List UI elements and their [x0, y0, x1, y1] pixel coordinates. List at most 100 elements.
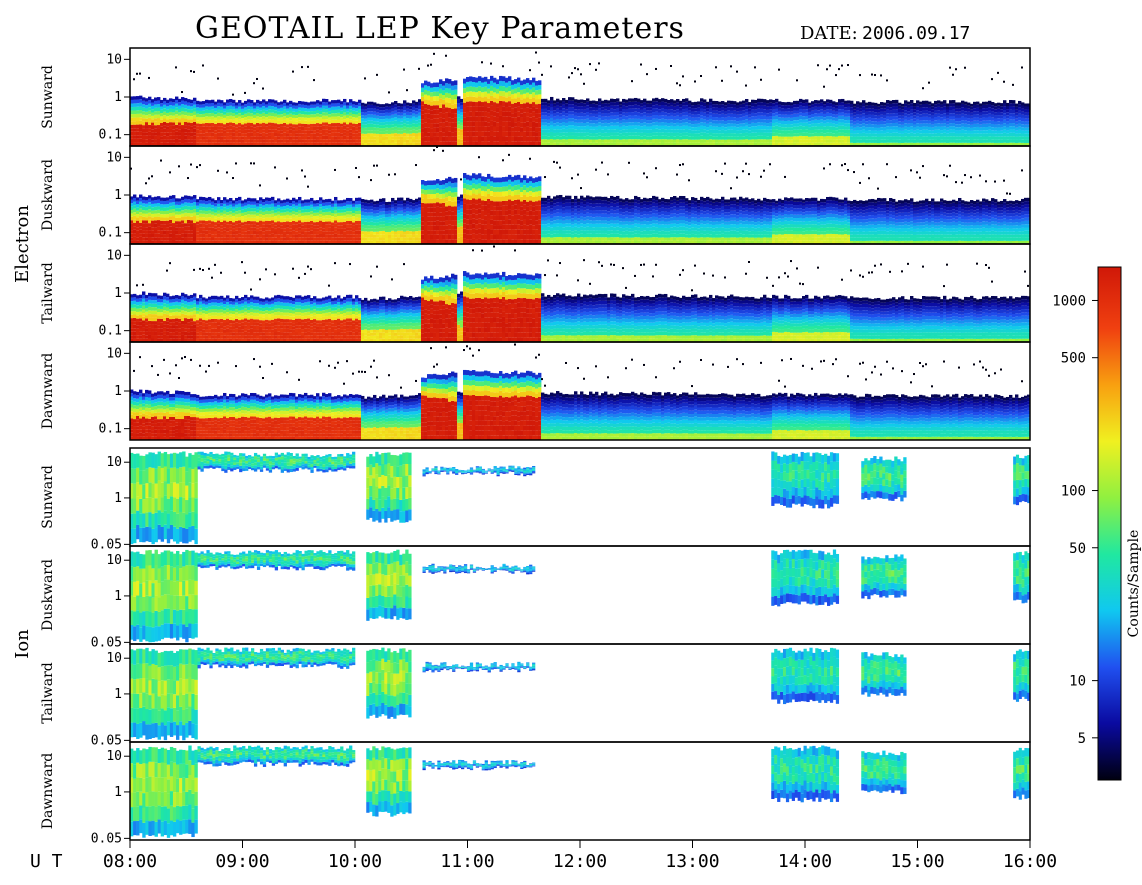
spectrogram-cell [334, 107, 337, 110]
spectrogram-cell [496, 117, 499, 122]
spectrogram-cell [562, 139, 565, 142]
spectrogram-cell [157, 237, 160, 240]
spectrogram-cell [205, 110, 208, 113]
spectrogram-cell [772, 113, 775, 116]
spectrogram-cell [364, 134, 367, 137]
spectrogram-cell [571, 111, 574, 114]
spectrogram-cell [166, 221, 169, 224]
spectrogram-cell [427, 132, 430, 137]
spectrogram-cell [700, 132, 703, 135]
spectrogram-cell [214, 200, 217, 203]
spectrogram-cell [190, 100, 193, 103]
spectrogram-cell [217, 200, 220, 203]
spectrogram-cell [196, 114, 199, 117]
spectrogram-cell [748, 140, 751, 143]
spectrogram-cell [772, 123, 775, 126]
spectrogram-cell [832, 133, 835, 136]
spectrogram-cell [265, 221, 268, 224]
spectrogram-cell [985, 140, 988, 143]
spectrogram-cell [997, 140, 1000, 143]
spectrogram-cell [832, 117, 835, 120]
spectrogram-cell [391, 109, 394, 112]
spectrogram-cell [274, 107, 277, 110]
spectrogram-cell [460, 109, 463, 112]
spectrogram-cell [418, 99, 421, 102]
spectrogram-cell [217, 129, 220, 132]
spectrogram-cell [706, 137, 709, 140]
spectrogram-cell [229, 136, 232, 139]
spectrogram-cell [274, 104, 277, 107]
sparse-count-dot [922, 87, 924, 89]
spectrogram-cell [532, 112, 535, 117]
spectrogram-cell [640, 136, 643, 139]
spectrogram-cell [712, 114, 715, 117]
spectrogram-cell [460, 102, 463, 105]
spectrogram-cell [190, 113, 193, 116]
spectrogram-cell [754, 130, 757, 133]
spectrogram-cell [628, 139, 631, 142]
spectrogram-cell [361, 118, 364, 121]
spectrogram-cell [631, 109, 634, 112]
spectrogram-cell [673, 100, 676, 103]
sparse-count-dot [745, 85, 747, 87]
spectrogram-cell [670, 106, 673, 109]
spectrogram-cell [688, 127, 691, 130]
spectrogram-cell [853, 104, 856, 107]
spectrogram-cell [1003, 120, 1006, 123]
spectrogram-cell [274, 126, 277, 129]
spectrogram-cell [172, 209, 175, 212]
spectrogram-cell [520, 137, 523, 142]
spectrogram-cell [1000, 134, 1003, 137]
spectrogram-cell [433, 137, 436, 142]
spectrogram-cell [928, 102, 931, 105]
spectrogram-cell [643, 116, 646, 119]
spectrogram-cell [982, 108, 985, 111]
spectrogram-cell [481, 126, 484, 131]
spectrogram-cell [940, 124, 943, 127]
spectrogram-cell [565, 113, 568, 116]
spectrogram-cell [619, 124, 622, 127]
spectrogram-cell [916, 104, 919, 107]
spectrogram-cell [244, 206, 247, 209]
spectrogram-cell [322, 102, 325, 105]
spectrogram-cell [448, 113, 451, 118]
spectrogram-cell [178, 133, 181, 136]
spectrogram-cell [166, 201, 169, 204]
spectrogram-cell [262, 199, 265, 202]
spectrogram-cell [988, 123, 991, 126]
spectrogram-cell [529, 80, 532, 85]
spectrogram-cell [688, 110, 691, 113]
spectrogram-cell [502, 126, 505, 131]
spectrogram-cell [703, 136, 706, 139]
spectrogram-cell [385, 116, 388, 119]
spectrogram-cell [784, 130, 787, 133]
spectrogram-cell [763, 102, 766, 105]
spectrogram-cell [646, 120, 649, 123]
sparse-count-dot [202, 64, 204, 66]
spectrogram-cell [160, 208, 163, 211]
spectrogram-cell [601, 120, 604, 123]
spectrogram-cell [133, 103, 136, 107]
spectrogram-cell [148, 114, 151, 118]
spectrogram-cell [1018, 133, 1021, 136]
spectrogram-cell [1006, 109, 1009, 112]
spectrogram-cell [298, 140, 301, 143]
sparse-count-dot [676, 82, 678, 84]
spectrogram-cell [304, 118, 307, 121]
spectrogram-cell [820, 106, 823, 109]
spectrogram-cell [985, 133, 988, 136]
spectrogram-cell [133, 125, 136, 129]
spectrogram-cell [154, 108, 157, 111]
spectrogram-cell [994, 140, 997, 143]
spectrogram-cell [205, 208, 208, 211]
spectrogram-cell [778, 140, 781, 143]
spectrogram-cell [181, 132, 184, 136]
spectrogram-cell [583, 123, 586, 126]
spectrogram-cell [412, 139, 415, 142]
spectrogram-cell [934, 107, 937, 110]
spectrogram-cell [472, 97, 475, 102]
spectrogram-cell [391, 134, 394, 137]
spectrogram-cell [559, 117, 562, 120]
spectrogram-cell [970, 113, 973, 116]
spectrogram-cell [151, 106, 154, 109]
